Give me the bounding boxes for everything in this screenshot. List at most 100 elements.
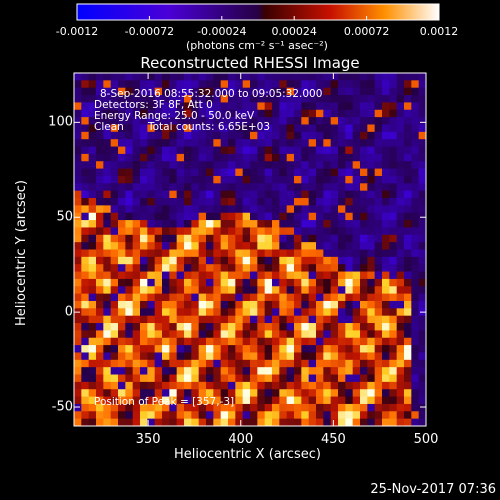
heatmap-cell	[257, 198, 266, 206]
heatmap-cell	[330, 345, 339, 354]
heatmap-cell	[286, 256, 295, 265]
heatmap-cell	[279, 300, 288, 309]
heatmap-cell	[316, 256, 324, 265]
heatmap-cell	[250, 330, 258, 339]
heatmap-cell	[103, 183, 112, 192]
heatmap-cell	[154, 403, 163, 412]
heatmap-cell	[389, 308, 398, 317]
heatmap-cell	[132, 374, 141, 383]
heatmap-cell	[198, 330, 207, 339]
heatmap-cell	[279, 117, 288, 126]
heatmap-cell	[360, 330, 368, 339]
heatmap-cell	[162, 271, 170, 280]
heatmap-cell	[360, 374, 368, 383]
heatmap-cell	[96, 95, 104, 104]
heatmap-cell	[213, 102, 222, 111]
heatmap-cell	[96, 271, 104, 280]
heatmap-cell	[235, 146, 244, 155]
heatmap-cell	[382, 389, 390, 398]
heatmap-cell	[396, 117, 405, 126]
heatmap-cell	[88, 117, 97, 126]
heatmap-cell	[74, 264, 82, 273]
heatmap-cell	[382, 139, 390, 148]
heatmap-cell	[250, 367, 258, 376]
heatmap-cell	[96, 315, 104, 324]
heatmap-cell	[169, 153, 178, 162]
heatmap-cell	[191, 308, 200, 317]
heatmap-cell	[411, 153, 420, 162]
heatmap-cell	[147, 153, 156, 162]
heatmap-cell	[125, 190, 134, 199]
heatmap-cell	[184, 153, 192, 162]
heatmap-cell	[147, 234, 156, 243]
heatmap-cell	[154, 227, 163, 236]
heatmap-cell	[360, 256, 368, 265]
heatmap-cell	[96, 403, 104, 412]
heatmap-cell	[286, 359, 295, 368]
heatmap-cell	[294, 87, 302, 96]
heatmap-cell	[323, 323, 332, 331]
heatmap-cell	[367, 205, 376, 214]
heatmap-cell	[74, 168, 82, 177]
heatmap-cell	[272, 124, 280, 133]
heatmap-cell	[323, 374, 332, 383]
heatmap-cell	[74, 198, 82, 206]
heatmap-cell	[198, 352, 207, 361]
heatmap-cell	[162, 183, 170, 192]
heatmap-cell	[382, 124, 390, 133]
heatmap-cell	[235, 315, 244, 324]
heatmap-cell	[272, 175, 280, 184]
heatmap-cell	[140, 183, 148, 192]
heatmap-cell	[360, 117, 368, 126]
heatmap-cell	[257, 212, 266, 221]
heatmap-cell	[257, 396, 266, 405]
heatmap-cell	[169, 168, 178, 177]
heatmap-cell	[345, 411, 354, 420]
heatmap-cell	[308, 73, 317, 81]
heatmap-cell	[118, 359, 126, 368]
heatmap-cell	[352, 139, 361, 148]
heatmap-cell	[242, 153, 251, 162]
colorbar-tick-label: -0.0012	[55, 25, 99, 38]
heatmap-cell	[352, 124, 361, 133]
heatmap-cell	[418, 278, 426, 287]
heatmap-cell	[176, 374, 185, 383]
heatmap-cell	[125, 183, 134, 192]
heatmap-cell	[228, 352, 236, 361]
heatmap-cell	[382, 87, 390, 96]
heatmap-cell	[169, 337, 178, 346]
heatmap-cell	[228, 102, 236, 111]
heatmap-cell	[330, 80, 339, 89]
heatmap-cell	[374, 352, 383, 361]
heatmap-cell	[272, 352, 280, 361]
heatmap-cell	[81, 403, 90, 412]
heatmap-cell	[220, 183, 229, 192]
heatmap-cell	[110, 323, 119, 331]
heatmap-cell	[360, 403, 368, 412]
heatmap-cell	[169, 102, 178, 111]
heatmap-cell	[382, 359, 390, 368]
heatmap-cell	[81, 124, 90, 133]
heatmap-cell	[345, 293, 354, 302]
heatmap-cell	[272, 80, 280, 89]
heatmap-cell	[345, 109, 354, 118]
heatmap-cell	[345, 418, 354, 426]
heatmap-cell	[154, 286, 163, 295]
heatmap-cell	[389, 300, 398, 309]
heatmap-cell	[206, 242, 214, 251]
heatmap-cell	[250, 153, 258, 162]
heatmap-cell	[345, 87, 354, 96]
heatmap-cell	[191, 139, 200, 148]
heatmap-cell	[382, 117, 390, 126]
heatmap-cell	[360, 146, 368, 155]
heatmap-cell	[162, 352, 170, 361]
heatmap-cell	[103, 73, 112, 81]
heatmap-cell	[206, 381, 214, 390]
heatmap-cell	[330, 367, 339, 376]
heatmap-cell	[132, 212, 141, 221]
heatmap-cell	[418, 80, 426, 89]
heatmap-cell	[118, 109, 126, 118]
heatmap-cell	[206, 212, 214, 221]
heatmap-cell	[184, 264, 192, 273]
heatmap-cell	[154, 220, 163, 229]
